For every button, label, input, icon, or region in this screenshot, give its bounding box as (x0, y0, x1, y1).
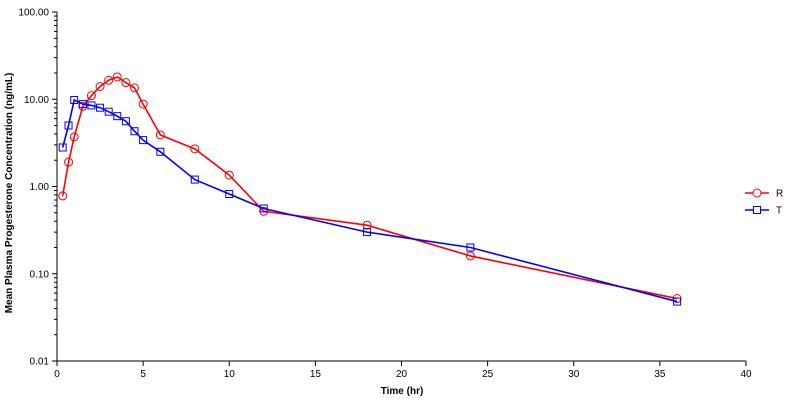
series-line-r (61, 76, 678, 300)
data-point-t (363, 228, 372, 237)
series-layer (58, 72, 682, 306)
data-point-r (130, 83, 140, 93)
data-point-r (95, 82, 105, 92)
data-point-r (86, 91, 96, 101)
y-tick-label: 1.00 (30, 182, 50, 193)
legend-label-t: T (776, 206, 782, 217)
x-tick-label: 40 (740, 369, 752, 380)
data-point-r (155, 130, 165, 140)
data-point-t (190, 175, 199, 184)
y-tick-label: 10.00 (24, 95, 49, 106)
data-point-r (138, 99, 148, 109)
data-point-r (121, 78, 131, 88)
y-axis-title: Mean Plasma Progesterone Concentration (… (4, 73, 15, 314)
data-point-t (225, 190, 234, 199)
data-point-t (673, 297, 682, 306)
data-point-r (362, 220, 372, 230)
data-point-t (104, 107, 113, 116)
legend-marker-r (752, 188, 762, 198)
data-point-t (113, 112, 122, 121)
data-point-r (112, 72, 122, 82)
x-tick-label: 10 (224, 369, 236, 380)
series-line-t (61, 98, 678, 303)
legend: RT (745, 188, 783, 217)
data-point-t (96, 103, 105, 112)
data-point-r (69, 132, 79, 142)
data-point-r (190, 144, 200, 154)
data-point-t (58, 143, 67, 152)
data-point-t (466, 243, 475, 252)
data-point-t (156, 147, 165, 156)
data-point-r (224, 170, 234, 180)
x-tick-label: 0 (54, 369, 60, 380)
legend-marker-t (753, 206, 761, 214)
data-point-t (130, 127, 139, 136)
axes: 0 5 10 15 20 25 30 35 40 0.01 0.10 1.00 10.00 100.00 (18, 8, 752, 381)
data-point-t (87, 101, 96, 110)
y-tick-label: 100.00 (18, 8, 49, 19)
data-point-t (64, 121, 73, 130)
data-point-t (70, 96, 79, 105)
x-axis-title: Time (hr) (381, 386, 424, 397)
x-tick-label: 20 (396, 369, 408, 380)
x-tick-label: 15 (310, 369, 322, 380)
x-tick-label: 25 (482, 369, 494, 380)
data-point-t (259, 204, 268, 213)
data-point-r (58, 191, 68, 201)
data-point-t (78, 100, 87, 109)
x-tick-label: 5 (140, 369, 146, 380)
x-tick-label: 35 (654, 369, 666, 380)
y-tick-label: 0.10 (30, 269, 50, 280)
y-tick-label: 0.01 (30, 357, 50, 368)
legend-label-r: R (776, 189, 783, 200)
data-point-r (64, 157, 74, 167)
data-point-r (465, 251, 475, 261)
data-point-t (139, 136, 148, 145)
data-point-r (104, 75, 114, 85)
x-tick-label: 30 (568, 369, 580, 380)
data-point-t (121, 117, 130, 126)
